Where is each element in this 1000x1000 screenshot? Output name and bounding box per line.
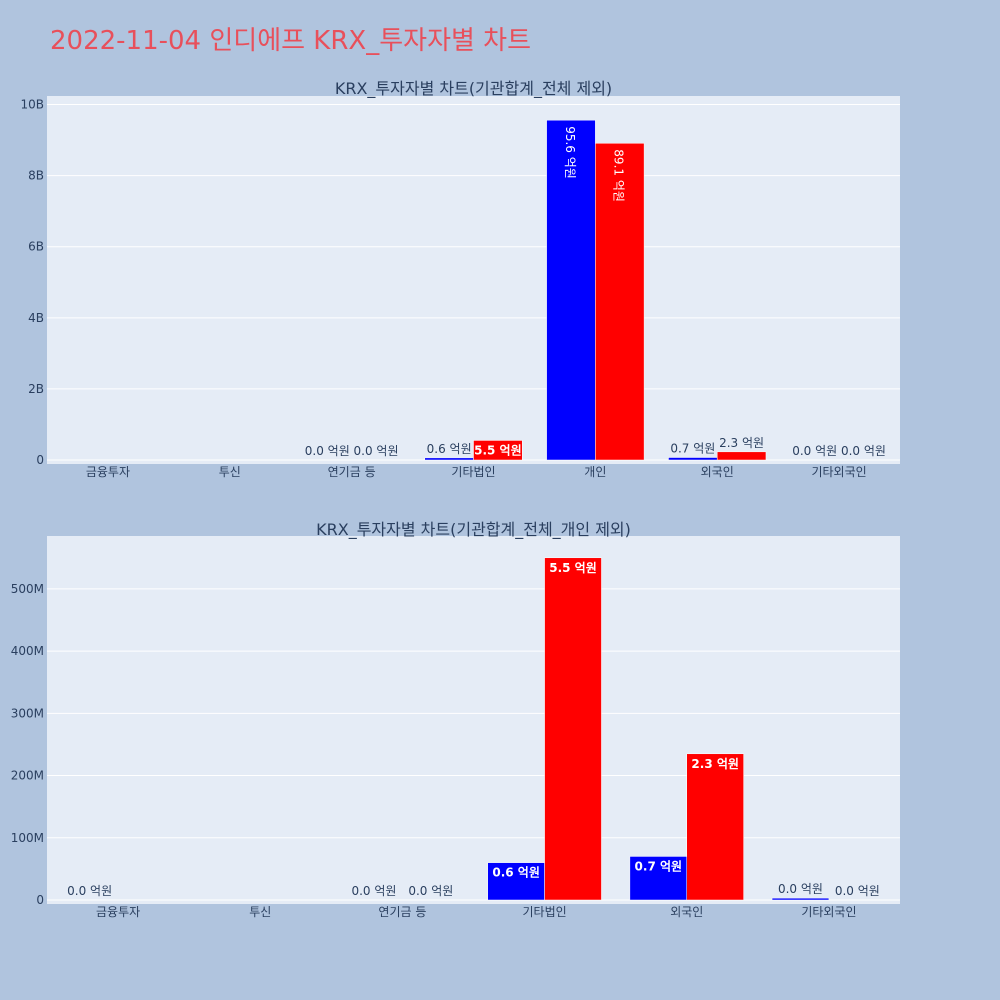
x-tick-label: 투신 (219, 465, 241, 479)
bar (487, 862, 545, 901)
y-tick-label: 8B (28, 169, 44, 183)
bar-value-label: 0.0 억원 (792, 444, 837, 458)
x-tick-label: 기타법인 (451, 465, 495, 479)
x-tick-label: 연기금 등 (378, 905, 426, 919)
bar-value-label: 0.0 억원 (835, 884, 880, 898)
y-tick-label: 6B (28, 240, 44, 254)
bar (686, 753, 744, 901)
bar-value-label: 0.7 억원 (670, 442, 715, 456)
bar-value-label: 0.0 억원 (841, 444, 886, 458)
bar (424, 457, 474, 461)
bar-value-label: 0.0 억원 (408, 884, 453, 898)
chart-title: KRX_투자자별 차트(기관합계_전체 제외) (335, 79, 612, 99)
chart-bottom: 0 100M 200M 300M 400M 500M KRX_투자자별 차트(기관합계_전체… (11, 520, 900, 919)
y-tick-label: 200M (11, 769, 44, 783)
x-tick-label: 개인 (584, 465, 606, 479)
x-tick-label: 외국인 (670, 905, 703, 919)
plot-background (47, 536, 900, 904)
x-tick-label: 기타외국인 (811, 465, 866, 479)
bar-value-label: 0.0 억원 (67, 884, 112, 898)
chart-title: KRX_투자자별 차트(기관합계_전체_개인 제외) (316, 520, 631, 540)
x-tick-label: 기타외국인 (801, 905, 856, 919)
y-tick-label: 500M (11, 582, 44, 596)
bar (595, 143, 645, 461)
page-title: 2022-11-04 인디에프 KRX_투자자별 차트 (50, 26, 531, 56)
y-tick-label: 0 (36, 453, 44, 467)
bar-value-label: 5.5 억원 (474, 443, 522, 457)
y-tick-label: 10B (20, 98, 44, 112)
x-tick-label: 연기금 등 (328, 465, 376, 479)
y-tick-label: 0 (36, 893, 44, 907)
y-tick-label: 4B (28, 311, 44, 325)
bar-value-label: 2.3 억원 (719, 436, 764, 450)
chart-top: 0 2B 4B 6B 8B 10B KRX_투자자별 차트(기관합계_전체 제외) 금융투자 투… (20, 79, 900, 479)
y-tick-label: 2B (28, 382, 44, 396)
y-tick-label: 300M (11, 706, 44, 720)
plot-background (47, 96, 900, 464)
bar-value-label: 2.3 억원 (691, 757, 739, 771)
bar-value-label: 5.5 억원 (549, 561, 597, 575)
bar-value-label: 0.0 억원 (351, 884, 396, 898)
bar (668, 457, 718, 461)
bar (473, 440, 523, 461)
y-tick-label: 400M (11, 644, 44, 658)
bar (544, 557, 602, 901)
bar-value-label: 0.7 억원 (635, 859, 683, 873)
bar-value-label: 0.0 억원 (305, 444, 350, 458)
bar (771, 897, 830, 901)
bar (716, 451, 767, 461)
bar-value-label: 0.0 억원 (778, 882, 823, 896)
x-tick-label: 금융투자 (96, 905, 140, 919)
bar-value-label: 95.6 억원 (563, 126, 577, 179)
bar (629, 856, 688, 901)
bar-value-label: 0.0 억원 (354, 444, 399, 458)
bar-value-label: 89.1 억원 (612, 149, 626, 202)
y-tick-label: 100M (11, 831, 44, 845)
x-tick-label: 기타법인 (522, 905, 566, 919)
x-tick-label: 투신 (249, 905, 271, 919)
x-tick-label: 금융투자 (86, 465, 130, 479)
bar-value-label: 0.6 억원 (492, 866, 540, 880)
bar-value-label: 0.6 억원 (427, 442, 472, 456)
x-tick-label: 외국인 (701, 465, 734, 479)
